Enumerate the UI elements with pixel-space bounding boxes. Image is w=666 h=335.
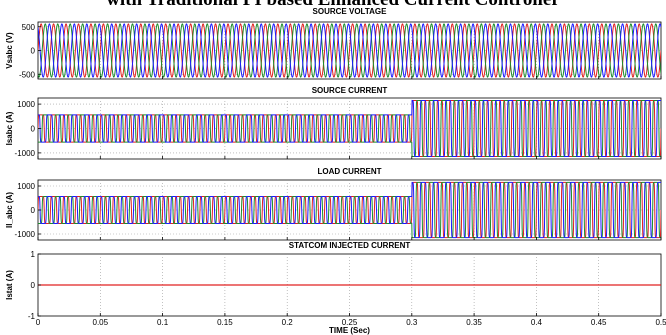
series-line-2 (38, 181, 661, 239)
y-tick-label: -1000 (15, 149, 36, 158)
y-axis-label: Vsabc (V) (5, 32, 14, 69)
x-tick-label: 0.45 (591, 318, 607, 327)
y-tick-label: -1000 (15, 230, 36, 239)
y-tick-label: -1 (28, 312, 36, 321)
x-axis-label: TIME (Sec) (329, 326, 370, 335)
y-axis-label: Il_abc (A) (5, 192, 14, 228)
panel-title: STATCOM INJECTED CURRENT (289, 241, 411, 250)
y-tick-label: 500 (22, 23, 36, 32)
y-tick-label: 1 (31, 250, 36, 259)
x-tick-label: 0.5 (655, 318, 666, 327)
x-tick-label: 0 (36, 318, 41, 327)
figure-heading: with Traditional PI based Enhanced Curre… (0, 0, 666, 11)
series-line-1 (38, 99, 661, 158)
series-line-3 (38, 23, 661, 78)
series-line-3 (38, 181, 661, 239)
x-tick-label: 0.1 (157, 318, 169, 327)
y-axis-label: Istat (A) (5, 270, 14, 300)
x-tick-label: 0.3 (406, 318, 418, 327)
x-tick-label: 0.2 (282, 318, 294, 327)
y-tick-label: 0 (31, 47, 36, 56)
x-tick-label: 0.25 (342, 318, 358, 327)
panel-1: -500 0 500 SOURCE VOLTAGE Vsabc (V) (5, 7, 662, 80)
panel-3: -1000 0 1000 LOAD CURRENT Il_abc (A) (5, 167, 662, 241)
y-tick-label: -500 (19, 70, 36, 79)
y-tick-label: 0 (31, 281, 36, 290)
series-line-3 (38, 99, 661, 158)
y-axis-label: Isabc (A) (5, 111, 14, 145)
panel-title: SOURCE CURRENT (312, 86, 388, 95)
y-tick-label: 0 (31, 206, 36, 215)
x-tick-label: 0.05 (93, 318, 109, 327)
y-tick-label: 0 (31, 125, 36, 134)
y-tick-label: 1000 (17, 100, 35, 109)
x-tick-label: 0.15 (217, 318, 233, 327)
series-line-2 (38, 23, 661, 78)
panel-2: -1000 0 1000 SOURCE CURRENT Isabc (A) (5, 86, 662, 160)
series-line-1 (38, 23, 661, 78)
series-line-2 (38, 99, 661, 158)
x-tick-label: 0.35 (466, 318, 482, 327)
y-tick-label: 1000 (17, 182, 35, 191)
x-tick-label: 0.4 (531, 318, 543, 327)
panel-title: SOURCE VOLTAGE (313, 7, 388, 16)
panel-title: LOAD CURRENT (318, 167, 382, 176)
series-line-1 (38, 181, 661, 239)
